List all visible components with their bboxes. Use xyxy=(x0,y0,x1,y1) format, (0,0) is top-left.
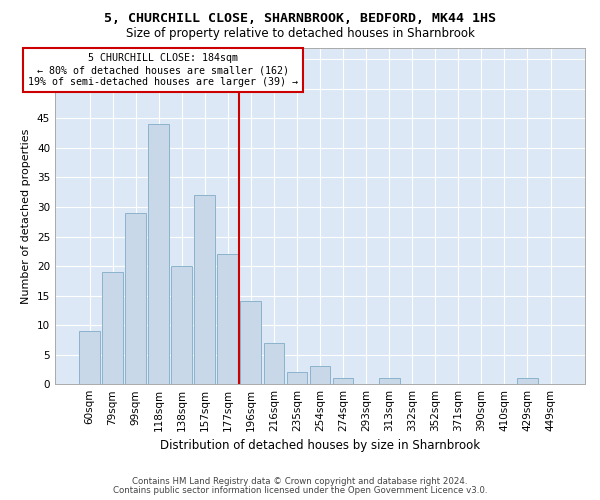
Bar xyxy=(263,343,284,384)
Text: Contains public sector information licensed under the Open Government Licence v3: Contains public sector information licen… xyxy=(113,486,487,495)
Bar xyxy=(125,213,146,384)
Bar xyxy=(148,124,169,384)
Bar xyxy=(102,272,123,384)
Bar xyxy=(517,378,538,384)
Bar xyxy=(241,302,261,384)
Text: 5, CHURCHILL CLOSE, SHARNBROOK, BEDFORD, MK44 1HS: 5, CHURCHILL CLOSE, SHARNBROOK, BEDFORD,… xyxy=(104,12,496,26)
Bar xyxy=(379,378,400,384)
Bar xyxy=(194,195,215,384)
Bar xyxy=(217,254,238,384)
Bar xyxy=(332,378,353,384)
Bar xyxy=(172,266,192,384)
Bar xyxy=(287,372,307,384)
Text: 5 CHURCHILL CLOSE: 184sqm
← 80% of detached houses are smaller (162)
19% of semi: 5 CHURCHILL CLOSE: 184sqm ← 80% of detac… xyxy=(28,54,298,86)
Y-axis label: Number of detached properties: Number of detached properties xyxy=(22,128,31,304)
X-axis label: Distribution of detached houses by size in Sharnbrook: Distribution of detached houses by size … xyxy=(160,440,480,452)
Text: Size of property relative to detached houses in Sharnbrook: Size of property relative to detached ho… xyxy=(125,28,475,40)
Text: Contains HM Land Registry data © Crown copyright and database right 2024.: Contains HM Land Registry data © Crown c… xyxy=(132,477,468,486)
Bar xyxy=(310,366,331,384)
Bar xyxy=(79,331,100,384)
